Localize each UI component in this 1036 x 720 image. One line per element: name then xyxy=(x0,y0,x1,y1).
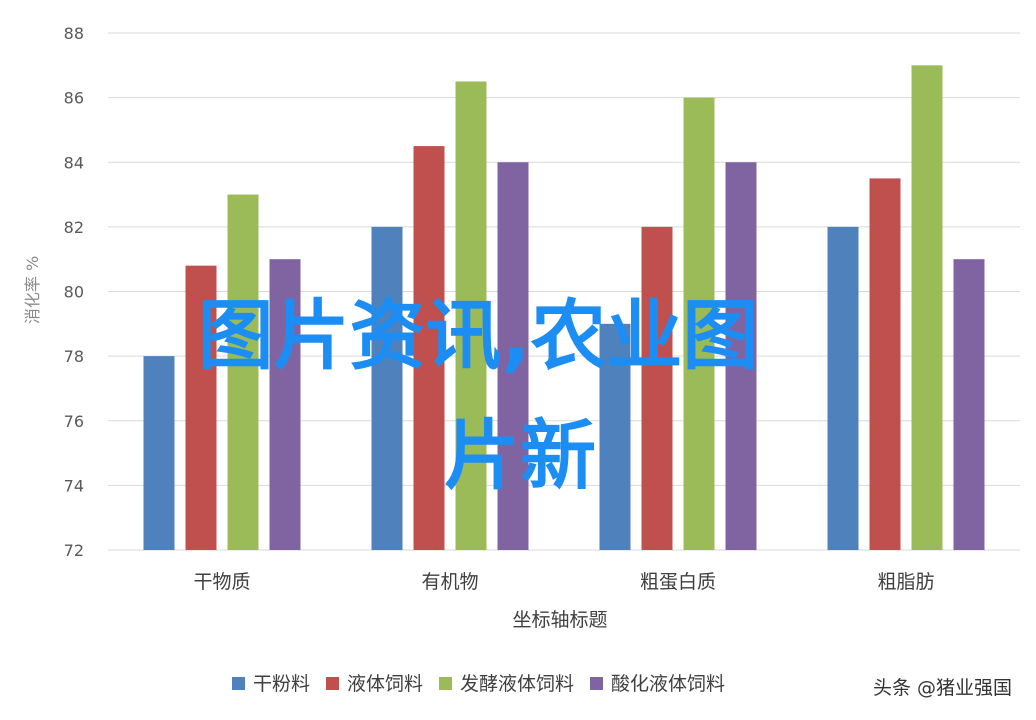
bars xyxy=(143,65,985,550)
bar xyxy=(371,226,403,550)
x-axis-title: 坐标轴标题 xyxy=(512,609,607,631)
bar xyxy=(641,226,673,550)
y-tick-label: 84 xyxy=(64,153,84,172)
title-overlay: 图片资讯,农业图 片新 xyxy=(198,291,759,500)
overlay-line-2: 片新 xyxy=(444,411,596,500)
x-axis-categories: 干物质 有机物 粗蛋白质 粗脂肪 xyxy=(193,571,934,593)
legend-label: 干粉料 xyxy=(253,673,310,695)
gridlines xyxy=(108,32,1020,551)
y-tick-label: 80 xyxy=(64,283,84,302)
x-category-label: 干物质 xyxy=(193,571,250,593)
overlay-line-1: 图片资讯,农业图 xyxy=(198,291,759,380)
bar xyxy=(455,81,487,550)
y-axis-title: 消化率 % xyxy=(23,256,42,324)
bar xyxy=(599,323,631,550)
bar xyxy=(185,265,217,550)
legend-swatch xyxy=(232,677,245,690)
bar xyxy=(497,162,529,550)
y-tick-label: 82 xyxy=(64,218,84,237)
y-tick-label: 88 xyxy=(64,24,84,43)
x-category-label: 粗蛋白质 xyxy=(640,571,716,593)
legend: 干粉料 液体饲料 发酵液体饲料 酸化液体饲料 xyxy=(232,673,725,695)
y-tick-label: 74 xyxy=(64,476,84,495)
bar xyxy=(953,259,985,550)
legend-label: 液体饲料 xyxy=(347,673,423,695)
y-tick-label: 76 xyxy=(64,412,84,431)
bar xyxy=(683,97,715,550)
y-axis-ticks: 72 74 76 78 80 82 84 86 88 xyxy=(64,24,84,560)
x-category-label: 有机物 xyxy=(421,571,478,593)
bar xyxy=(869,178,901,550)
watermark: 头条 @猪业强国 xyxy=(873,677,1012,699)
bar xyxy=(227,194,259,550)
bar xyxy=(911,65,943,550)
bar xyxy=(725,162,757,550)
legend-swatch xyxy=(326,677,339,690)
legend-swatch xyxy=(590,677,603,690)
bar xyxy=(827,226,859,550)
legend-swatch xyxy=(439,677,452,690)
legend-label: 发酵液体饲料 xyxy=(460,673,574,695)
y-tick-label: 86 xyxy=(64,89,84,108)
bar xyxy=(413,146,445,550)
x-category-label: 粗脂肪 xyxy=(877,571,934,593)
y-tick-label: 72 xyxy=(64,541,84,560)
legend-label: 酸化液体饲料 xyxy=(611,673,725,695)
bar xyxy=(143,356,175,550)
bar xyxy=(269,259,301,550)
y-tick-label: 78 xyxy=(64,347,84,366)
